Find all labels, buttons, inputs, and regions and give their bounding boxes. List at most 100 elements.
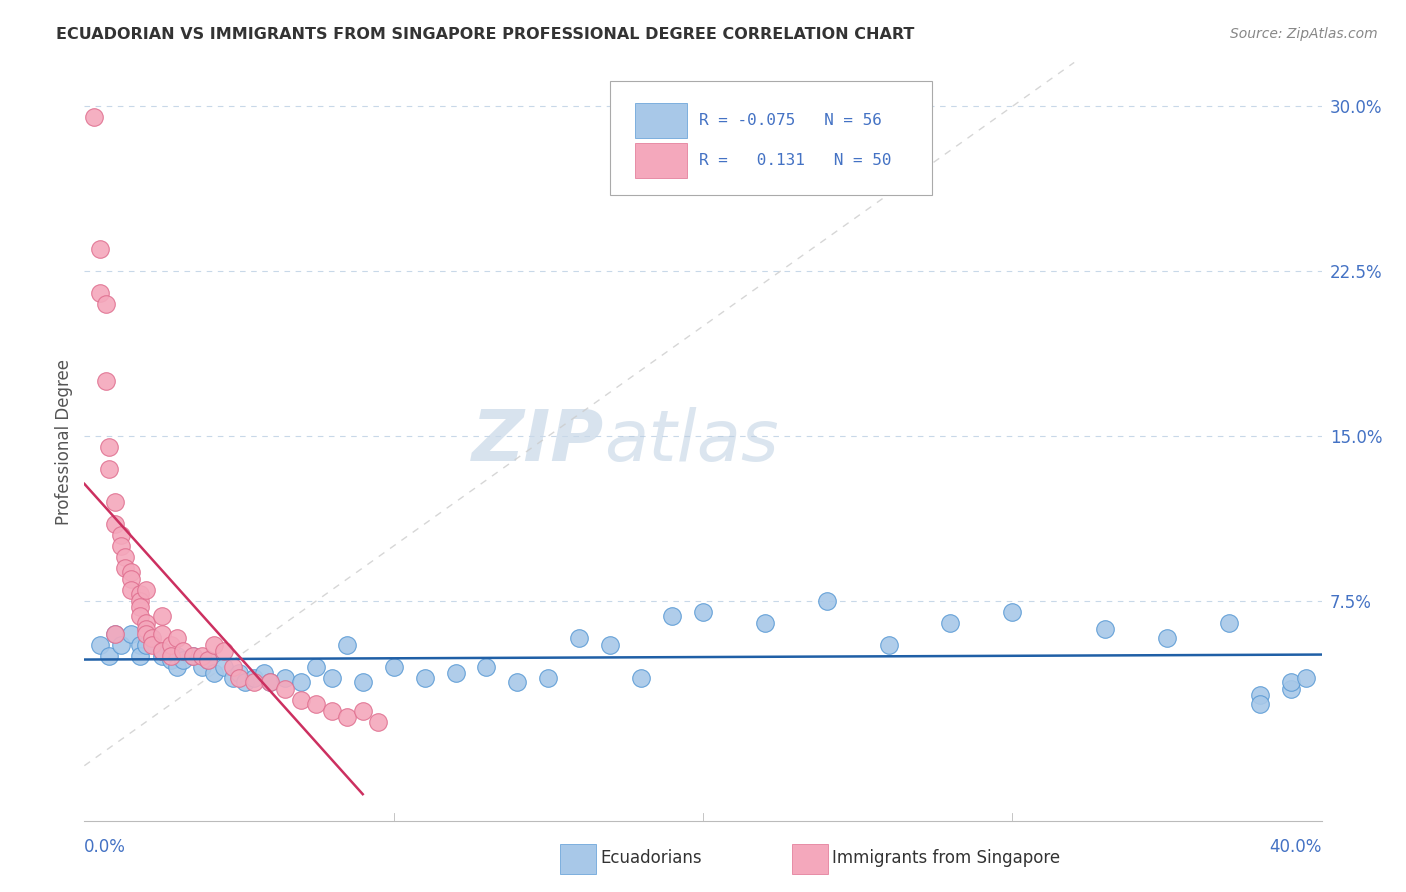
Point xyxy=(129,600,152,615)
Point xyxy=(141,632,163,646)
Point xyxy=(104,627,127,641)
Point xyxy=(120,566,142,580)
Point xyxy=(114,549,136,564)
Point xyxy=(305,660,328,674)
Point xyxy=(290,675,312,690)
Point xyxy=(104,495,127,509)
Point xyxy=(352,704,374,718)
Point xyxy=(135,582,157,597)
Point xyxy=(274,681,297,696)
Point xyxy=(243,671,266,685)
Point xyxy=(94,374,117,388)
Point xyxy=(129,638,152,652)
Point xyxy=(568,632,591,646)
Point xyxy=(1156,632,1178,646)
Text: R = -0.075   N = 56: R = -0.075 N = 56 xyxy=(699,112,882,128)
Point xyxy=(172,653,194,667)
Point xyxy=(191,660,214,674)
Point xyxy=(89,242,111,256)
Point xyxy=(1295,671,1317,685)
Text: atlas: atlas xyxy=(605,407,779,476)
Point xyxy=(110,539,132,553)
Point xyxy=(1218,615,1240,630)
Point xyxy=(104,516,127,531)
Point xyxy=(692,605,714,619)
Point xyxy=(181,648,204,663)
Point xyxy=(160,648,183,663)
Point xyxy=(197,653,219,667)
Text: 40.0%: 40.0% xyxy=(1270,838,1322,856)
Point xyxy=(222,671,245,685)
FancyBboxPatch shape xyxy=(636,143,688,178)
Point xyxy=(141,632,163,646)
Point xyxy=(444,666,467,681)
Point xyxy=(135,623,157,637)
Point xyxy=(141,638,163,652)
Point xyxy=(89,286,111,301)
Point xyxy=(129,609,152,624)
Point xyxy=(228,666,250,681)
Point xyxy=(274,671,297,685)
Point xyxy=(754,615,776,630)
Text: 0.0%: 0.0% xyxy=(84,838,127,856)
Point xyxy=(233,675,256,690)
Point xyxy=(172,644,194,658)
Point xyxy=(98,648,121,663)
Text: ZIP: ZIP xyxy=(472,407,605,476)
Point xyxy=(129,648,152,663)
Point xyxy=(630,671,652,685)
Point xyxy=(599,638,621,652)
Point xyxy=(506,675,529,690)
Point xyxy=(367,714,389,729)
Point xyxy=(129,594,152,608)
Point xyxy=(166,660,188,674)
Point xyxy=(336,710,359,724)
Point xyxy=(537,671,560,685)
Point xyxy=(222,660,245,674)
Point xyxy=(661,609,683,624)
Point xyxy=(135,615,157,630)
Point xyxy=(1279,675,1302,690)
Point xyxy=(120,627,142,641)
Point xyxy=(94,297,117,311)
Point xyxy=(243,675,266,690)
Point xyxy=(382,660,405,674)
Text: Ecuadorians: Ecuadorians xyxy=(600,849,702,867)
Point xyxy=(259,675,281,690)
Point xyxy=(150,627,173,641)
Point xyxy=(160,638,183,652)
Text: Source: ZipAtlas.com: Source: ZipAtlas.com xyxy=(1230,27,1378,41)
Point xyxy=(197,653,219,667)
Point xyxy=(166,632,188,646)
Point xyxy=(259,675,281,690)
Point xyxy=(305,697,328,711)
Point xyxy=(191,648,214,663)
Point xyxy=(321,704,343,718)
Point xyxy=(475,660,498,674)
Y-axis label: Professional Degree: Professional Degree xyxy=(55,359,73,524)
Point xyxy=(98,440,121,454)
Point xyxy=(150,648,173,663)
Point xyxy=(212,644,235,658)
Point xyxy=(110,528,132,542)
Point xyxy=(135,638,157,652)
Point xyxy=(150,609,173,624)
Point xyxy=(1249,697,1271,711)
Point xyxy=(104,627,127,641)
Point xyxy=(1249,689,1271,703)
Point xyxy=(877,638,900,652)
Point xyxy=(98,462,121,476)
Point xyxy=(150,644,173,658)
Point xyxy=(110,638,132,652)
Point xyxy=(89,638,111,652)
Point xyxy=(120,582,142,597)
Point xyxy=(1094,623,1116,637)
Point xyxy=(83,111,105,125)
Point xyxy=(253,666,276,681)
Point xyxy=(129,587,152,601)
Point xyxy=(228,671,250,685)
Point xyxy=(212,660,235,674)
Point xyxy=(135,627,157,641)
Point xyxy=(114,561,136,575)
Point xyxy=(939,615,962,630)
